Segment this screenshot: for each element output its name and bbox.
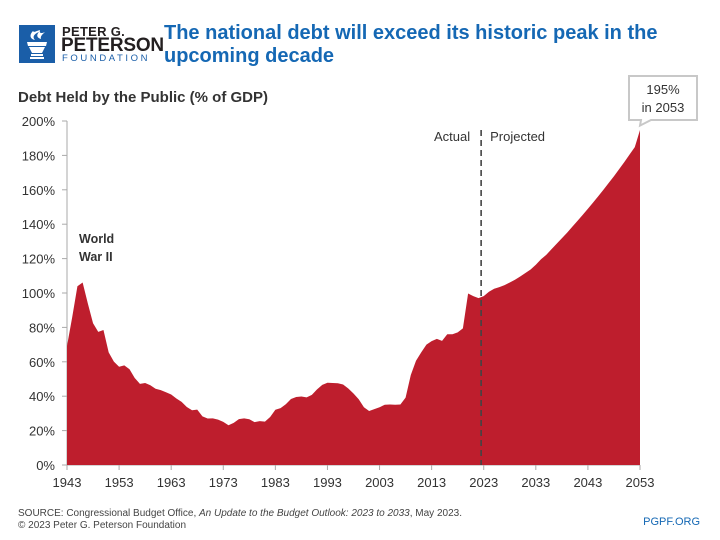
x-axis: 1943 1953 1963 1973 1983 1993 2003 2013 2023 2033… <box>53 464 655 490</box>
page-title: The national debt will exceed its histor… <box>164 22 658 67</box>
x-tick-label: 2013 <box>417 475 446 490</box>
logo-text-foundation: FOUNDATION <box>62 53 151 64</box>
y-tick-label: 200% <box>22 114 56 129</box>
source-note: SOURCE: Congressional Budget Office, An … <box>18 508 462 520</box>
source-title: An Update to the Budget Outlook: 2023 to… <box>199 508 410 519</box>
ww2-label-line1: World <box>79 232 114 246</box>
source-prefix: SOURCE: Congressional Budget Office, <box>18 508 200 519</box>
source-suffix: , May 2023. <box>409 508 462 519</box>
projected-label: Projected <box>490 129 545 144</box>
x-tick-label: 2003 <box>365 475 394 490</box>
y-tick-label: 160% <box>22 183 56 198</box>
callout-box <box>628 75 698 128</box>
ww2-label-line2: War II <box>79 250 113 264</box>
x-tick-label: 1953 <box>105 475 134 490</box>
actual-label: Actual <box>434 129 470 144</box>
x-tick-label: 1993 <box>313 475 342 490</box>
x-tick-label: 1973 <box>209 475 238 490</box>
y-tick-label: 20% <box>29 424 55 439</box>
chart-title: Debt Held by the Public (% of GDP) <box>18 89 269 106</box>
y-tick-label: 140% <box>22 217 56 232</box>
copyright: © 2023 Peter G. Peterson Foundation <box>18 520 187 531</box>
y-tick-label: 0% <box>36 458 55 473</box>
logo-text-peter-g: PETER G. <box>62 24 126 39</box>
y-tick-label: 40% <box>29 389 55 404</box>
x-tick-label: 1963 <box>157 475 186 490</box>
y-tick-label: 180% <box>22 148 56 163</box>
y-axis: 0% 20% 40% 60% 80% 100% 120% 140% 160% 180% 200% <box>22 114 68 473</box>
site-link[interactable]: PGPF.ORG <box>643 516 700 528</box>
torch-icon <box>19 25 55 63</box>
y-tick-label: 120% <box>22 252 56 267</box>
pgpf-logo: PETER G. PETERSON FOUNDATION <box>19 24 164 65</box>
ww2-annotation: World War II <box>79 232 114 264</box>
x-tick-label: 1943 <box>53 475 82 490</box>
callout-line1: 195% <box>646 82 680 97</box>
logo-text-peterson: PETERSON <box>61 35 164 56</box>
x-tick-label: 2043 <box>573 475 602 490</box>
y-tick-label: 80% <box>29 320 55 335</box>
x-tick-label: 2053 <box>626 475 655 490</box>
x-tick-label: 2033 <box>521 475 550 490</box>
x-tick-label: 1983 <box>261 475 290 490</box>
y-tick-label: 100% <box>22 286 56 301</box>
y-tick-label: 60% <box>29 355 55 370</box>
callout-line2: in 2053 <box>642 100 685 115</box>
x-tick-label: 2023 <box>469 475 498 490</box>
endpoint-callout: 195% in 2053 <box>628 75 698 128</box>
debt-area <box>67 129 640 465</box>
